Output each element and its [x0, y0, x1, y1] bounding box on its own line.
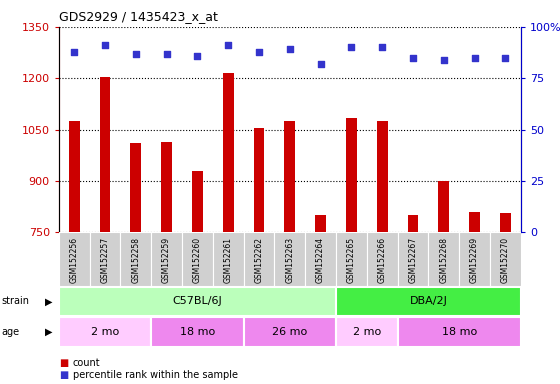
Bar [367, 232, 398, 286]
Bar [469, 212, 480, 232]
Bar [130, 143, 141, 232]
Bar [69, 121, 80, 232]
Text: GSM152263: GSM152263 [285, 237, 295, 283]
Point [131, 51, 140, 57]
Text: GSM152268: GSM152268 [439, 237, 449, 283]
Text: 26 mo: 26 mo [272, 327, 307, 337]
Text: GSM152267: GSM152267 [408, 237, 418, 283]
Bar [336, 318, 398, 347]
Text: count: count [73, 358, 100, 368]
Text: GSM152257: GSM152257 [100, 237, 110, 283]
Text: 18 mo: 18 mo [442, 327, 477, 337]
Text: GSM152258: GSM152258 [131, 237, 141, 283]
Text: GSM152264: GSM152264 [316, 237, 325, 283]
Text: ▶: ▶ [45, 327, 53, 337]
Text: age: age [1, 327, 19, 337]
Text: ■: ■ [59, 358, 68, 368]
Text: GSM152265: GSM152265 [347, 237, 356, 283]
Text: ■: ■ [59, 370, 68, 380]
Point [162, 51, 171, 57]
Bar [223, 73, 234, 232]
Point [69, 48, 78, 55]
Point [501, 55, 510, 61]
Bar [244, 232, 274, 286]
Text: GSM152259: GSM152259 [162, 237, 171, 283]
Bar [274, 232, 305, 286]
Bar [336, 287, 521, 316]
Bar [377, 121, 388, 232]
Text: ▶: ▶ [45, 296, 53, 306]
Point [223, 42, 233, 48]
Point [347, 44, 356, 50]
Text: C57BL/6J: C57BL/6J [172, 296, 222, 306]
Bar [59, 318, 151, 347]
Point [316, 61, 325, 67]
Point [377, 44, 386, 50]
Bar [398, 232, 428, 286]
Text: 2 mo: 2 mo [353, 327, 381, 337]
Text: GSM152269: GSM152269 [470, 237, 479, 283]
Bar [284, 121, 295, 232]
Point [285, 46, 294, 53]
Text: percentile rank within the sample: percentile rank within the sample [73, 370, 238, 380]
Bar [315, 215, 326, 232]
Text: GDS2929 / 1435423_x_at: GDS2929 / 1435423_x_at [59, 10, 218, 23]
Bar [438, 181, 449, 232]
Text: DBA/2J: DBA/2J [409, 296, 447, 306]
Bar [459, 232, 490, 286]
Point [439, 57, 448, 63]
Bar [213, 232, 244, 286]
Bar [59, 232, 90, 286]
Bar [346, 118, 357, 232]
Text: GSM152256: GSM152256 [69, 237, 79, 283]
Text: GSM152266: GSM152266 [377, 237, 387, 283]
Bar [151, 318, 244, 347]
Text: strain: strain [1, 296, 29, 306]
Text: 2 mo: 2 mo [91, 327, 119, 337]
Point [100, 42, 109, 48]
Text: GSM152261: GSM152261 [223, 237, 233, 283]
Bar [305, 232, 336, 286]
Text: GSM152260: GSM152260 [193, 237, 202, 283]
Bar [490, 232, 521, 286]
Bar [398, 318, 521, 347]
Bar [161, 142, 172, 232]
Point [254, 48, 263, 55]
Text: GSM152262: GSM152262 [254, 237, 264, 283]
Bar [182, 232, 213, 286]
Bar [59, 287, 336, 316]
Bar [500, 214, 511, 232]
Bar [336, 232, 367, 286]
Bar [120, 232, 151, 286]
Text: 18 mo: 18 mo [180, 327, 215, 337]
Bar [100, 76, 110, 232]
Bar [428, 232, 459, 286]
Point [470, 55, 479, 61]
Bar [408, 215, 418, 232]
Bar [254, 128, 264, 232]
Point [408, 55, 417, 61]
Bar [244, 318, 336, 347]
Text: GSM152270: GSM152270 [501, 237, 510, 283]
Point [193, 53, 202, 59]
Bar [192, 170, 203, 232]
Bar [90, 232, 120, 286]
Bar [151, 232, 182, 286]
